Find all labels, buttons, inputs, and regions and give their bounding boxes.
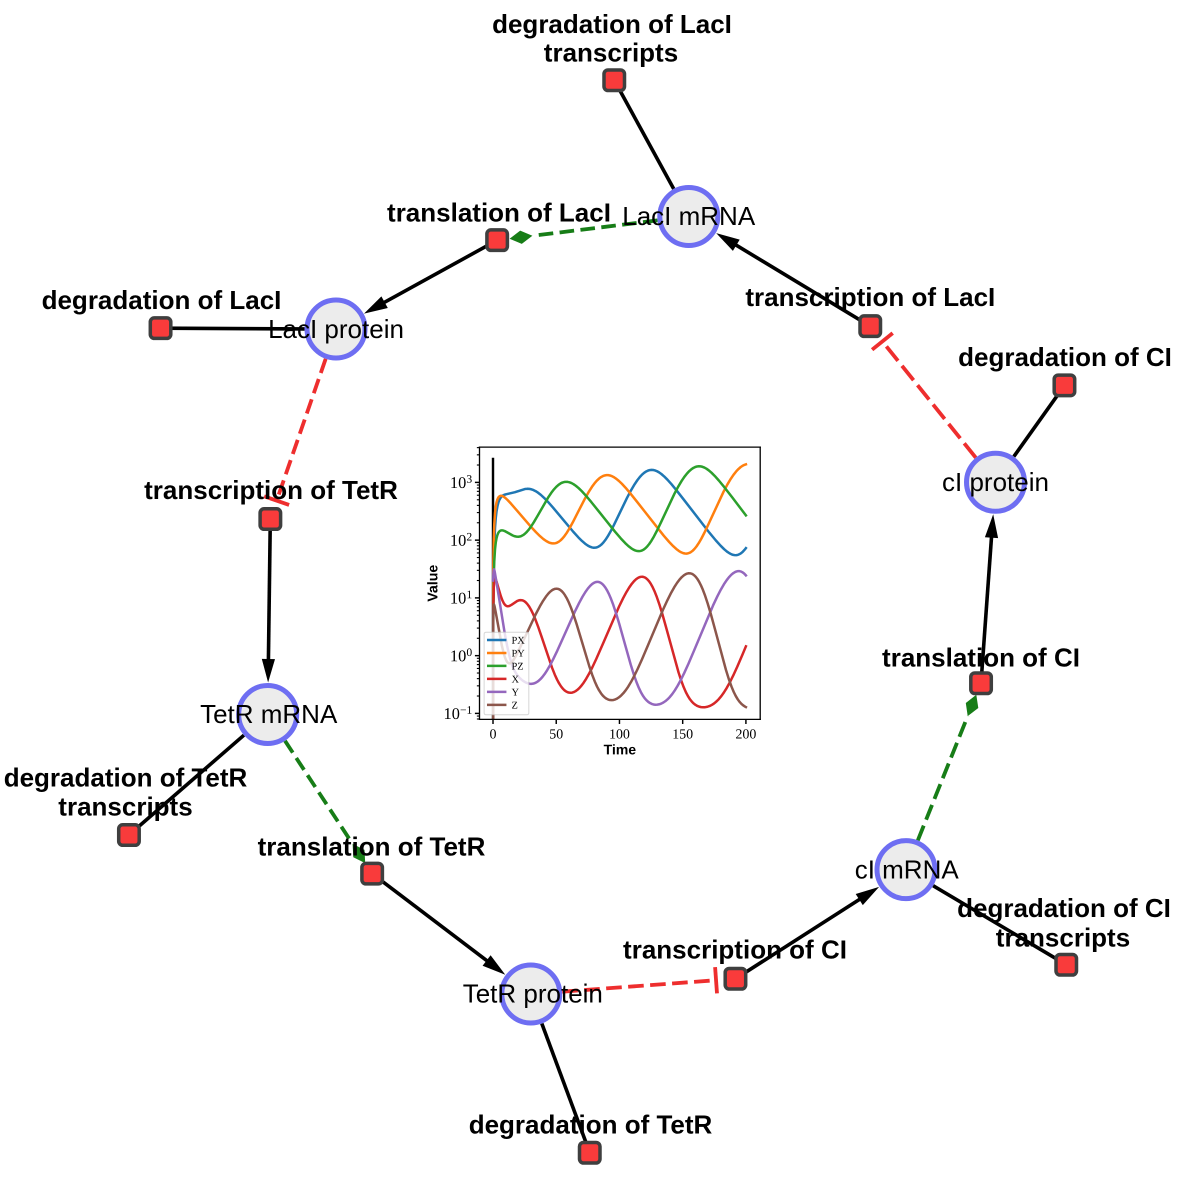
svg-text:degradation of LacI: degradation of LacI bbox=[492, 9, 732, 39]
svg-text:transcripts: transcripts bbox=[996, 923, 1130, 953]
svg-text:transcription of TetR: transcription of TetR bbox=[144, 475, 398, 505]
svg-text:transcripts: transcripts bbox=[58, 792, 192, 822]
svg-text:LacI mRNA: LacI mRNA bbox=[622, 201, 756, 231]
svg-text:degradation of TetR: degradation of TetR bbox=[469, 1110, 713, 1140]
svg-text:cI protein: cI protein bbox=[942, 467, 1049, 497]
svg-text:degradation of TetR: degradation of TetR bbox=[4, 763, 248, 793]
svg-text:translation of CI: translation of CI bbox=[882, 643, 1080, 673]
svg-text:degradation of CI: degradation of CI bbox=[957, 893, 1171, 923]
svg-text:translation of LacI: translation of LacI bbox=[387, 198, 611, 228]
svg-text:translation of TetR: translation of TetR bbox=[258, 832, 486, 862]
svg-text:transcripts: transcripts bbox=[544, 38, 678, 68]
svg-text:transcription of CI: transcription of CI bbox=[623, 935, 847, 965]
svg-text:TetR protein: TetR protein bbox=[463, 979, 603, 1009]
svg-text:cI mRNA: cI mRNA bbox=[855, 854, 960, 884]
svg-text:LacI protein: LacI protein bbox=[268, 314, 404, 344]
svg-text:degradation of LacI: degradation of LacI bbox=[42, 285, 282, 315]
svg-text:degradation of CI: degradation of CI bbox=[958, 342, 1172, 372]
svg-text:TetR mRNA: TetR mRNA bbox=[200, 699, 338, 729]
svg-text:transcription of LacI: transcription of LacI bbox=[745, 282, 995, 312]
